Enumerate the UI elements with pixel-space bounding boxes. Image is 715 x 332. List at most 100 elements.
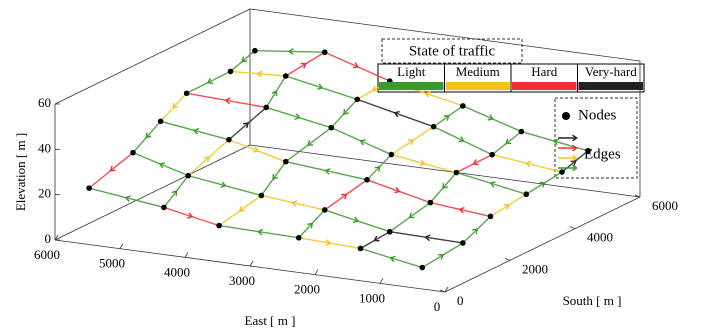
edge xyxy=(218,194,262,227)
box-edge xyxy=(249,8,641,62)
nodes-legend-marker xyxy=(562,112,570,120)
x-tick-label: 1000 xyxy=(359,290,385,305)
node xyxy=(263,104,270,111)
z-tick-label: 60 xyxy=(38,95,51,110)
edge xyxy=(391,153,457,174)
state-legend-swatch xyxy=(512,82,577,90)
node xyxy=(386,228,393,235)
edge xyxy=(430,201,491,218)
legend-title-box xyxy=(381,38,523,64)
edge xyxy=(491,131,522,156)
node xyxy=(161,204,167,211)
x-tick-label: 0 xyxy=(434,299,441,314)
edge xyxy=(228,106,267,141)
x-tick xyxy=(54,234,59,241)
edge xyxy=(389,202,431,233)
z-tick-label: 0 xyxy=(45,231,52,246)
box-edge xyxy=(54,8,251,105)
edge xyxy=(285,51,326,77)
x-tick xyxy=(184,252,189,258)
x-tick-label: 6000 xyxy=(34,247,60,262)
z-axis-label: Elevation [ m ] xyxy=(13,133,28,211)
edge xyxy=(462,105,522,133)
x-tick xyxy=(119,243,124,249)
node xyxy=(216,222,222,229)
node xyxy=(364,177,370,183)
x-tick-label: 3000 xyxy=(229,273,255,288)
x-tick xyxy=(444,286,449,293)
edge xyxy=(132,152,189,177)
node xyxy=(295,234,302,241)
edge xyxy=(285,127,332,163)
node xyxy=(523,191,530,198)
edge xyxy=(187,139,230,177)
edge xyxy=(160,92,188,122)
x-tick-label: 2000 xyxy=(294,282,320,297)
y-tick xyxy=(439,289,446,293)
state-legend-swatch xyxy=(379,82,444,90)
edge xyxy=(260,161,287,196)
edge xyxy=(88,152,134,189)
edge xyxy=(421,242,464,269)
edge xyxy=(360,247,423,269)
nodes-legend-label: Nodes xyxy=(578,107,616,123)
edge xyxy=(254,48,325,55)
node xyxy=(559,169,565,175)
node xyxy=(489,151,495,158)
edge xyxy=(366,179,431,204)
z-tick-label: 20 xyxy=(38,186,51,201)
edge xyxy=(88,187,165,209)
node xyxy=(357,245,364,252)
y-tick-label: 4000 xyxy=(587,230,613,245)
y-tick xyxy=(504,257,511,261)
node xyxy=(585,147,591,154)
node xyxy=(321,49,328,56)
node xyxy=(354,96,361,103)
edge xyxy=(390,126,435,156)
z-tick-label: 40 xyxy=(38,140,51,155)
node xyxy=(252,47,258,54)
edge xyxy=(160,120,230,141)
box-edge xyxy=(54,144,251,241)
edge xyxy=(525,171,563,195)
x-tick-label: 5000 xyxy=(99,256,125,271)
node xyxy=(518,128,525,135)
edge xyxy=(186,92,267,109)
edge xyxy=(324,51,391,82)
edge xyxy=(219,224,299,239)
x-tick xyxy=(249,260,254,267)
edge xyxy=(462,215,491,244)
node xyxy=(130,149,136,156)
y-tick xyxy=(634,194,641,198)
legend-title: State of traffic xyxy=(409,43,496,59)
x-tick xyxy=(379,278,384,284)
node xyxy=(282,158,289,165)
node xyxy=(388,151,395,158)
node xyxy=(157,118,164,125)
x-axis-label: East [ m ] xyxy=(245,313,296,328)
state-legend-swatch xyxy=(445,82,510,90)
node xyxy=(185,172,192,179)
edge xyxy=(357,98,434,128)
edge xyxy=(230,50,256,72)
node xyxy=(419,264,426,271)
edge xyxy=(433,126,493,156)
edge xyxy=(285,75,358,101)
state-legend-label: Light xyxy=(397,64,426,79)
edge xyxy=(330,127,392,156)
state-legend-label: Hard xyxy=(531,64,557,79)
edge xyxy=(265,75,287,108)
node xyxy=(227,68,234,75)
edge xyxy=(298,209,326,239)
node xyxy=(427,199,434,206)
edge xyxy=(491,153,563,173)
edge xyxy=(366,154,392,181)
node xyxy=(430,123,437,130)
edge xyxy=(324,179,368,211)
edge xyxy=(188,174,262,197)
box-edge xyxy=(249,144,641,198)
edge xyxy=(490,193,527,218)
edge xyxy=(298,237,361,250)
edge xyxy=(456,154,493,174)
